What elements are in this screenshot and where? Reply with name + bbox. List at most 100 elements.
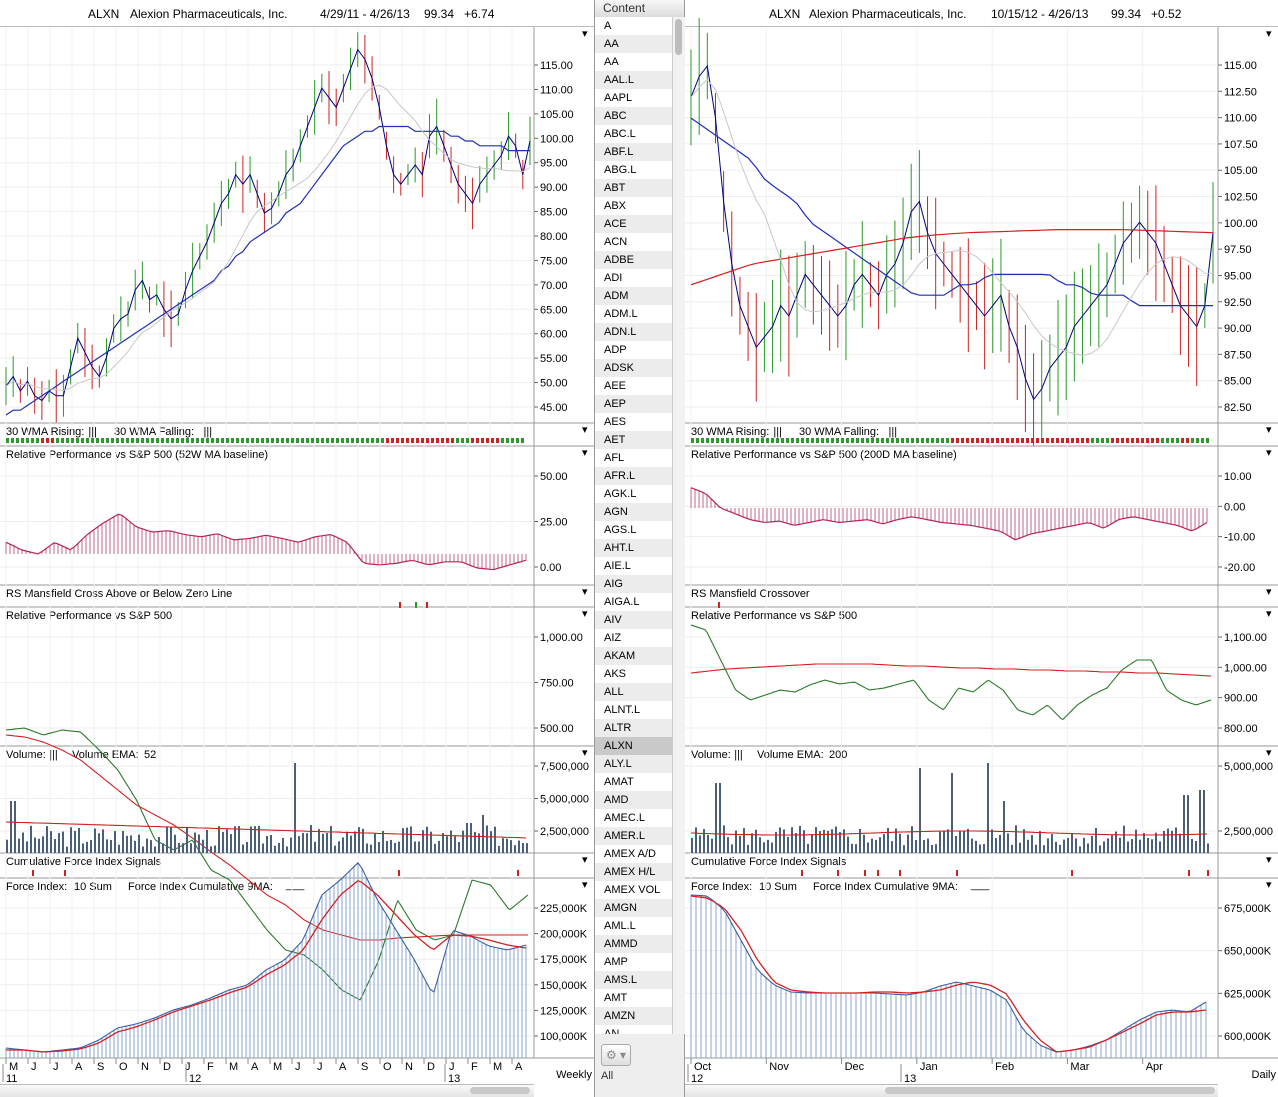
wma-status-bar bbox=[826, 438, 829, 443]
symbol-list-item[interactable]: ABC bbox=[595, 107, 672, 125]
daily-chart-header: ALXN Alexion Pharmaceuticals, Inc. 10/15… bbox=[685, 0, 1278, 27]
symbol-list-item[interactable]: AKS bbox=[595, 665, 672, 683]
symbol-list-item[interactable]: ADSK bbox=[595, 359, 672, 377]
symbol-list-item[interactable]: AEP bbox=[595, 395, 672, 413]
periodicity-label[interactable]: Weekly bbox=[556, 1069, 592, 1081]
symbol-list-item[interactable]: AML.L bbox=[595, 917, 672, 935]
symbol-list-item[interactable]: AAL.L bbox=[595, 71, 672, 89]
wma-status-bar bbox=[871, 438, 874, 443]
symbol-list-item[interactable]: ALNT.L bbox=[595, 701, 672, 719]
symbol-list-item[interactable]: ACN bbox=[595, 233, 672, 251]
symbol-list-item[interactable]: ADM bbox=[595, 287, 672, 305]
volume-bar bbox=[158, 837, 160, 853]
symbol-list-item[interactable]: AMZN bbox=[595, 1007, 672, 1025]
tick-label: 0.00 bbox=[1224, 501, 1245, 513]
symbol-list-item[interactable]: ABX bbox=[595, 197, 672, 215]
tick-label: 675,000K bbox=[1224, 903, 1272, 915]
wma-status-bar bbox=[201, 438, 204, 443]
content-list-header[interactable]: Content bbox=[595, 0, 684, 18]
wma-status-bar bbox=[241, 438, 244, 443]
symbol-list-item[interactable]: AGN bbox=[595, 503, 672, 521]
symbol-list-item[interactable]: AFL bbox=[595, 449, 672, 467]
symbol-list-item[interactable]: ALXN bbox=[595, 737, 672, 755]
symbol-list-item[interactable]: AMEC.L bbox=[595, 809, 672, 827]
symbol-list-item[interactable]: AN bbox=[595, 1025, 672, 1034]
symbol-list-item[interactable]: AEE bbox=[595, 377, 672, 395]
month-label: O bbox=[119, 1061, 128, 1073]
list-filter-all[interactable]: All bbox=[601, 1070, 614, 1082]
symbol-list-item[interactable]: ADN.L bbox=[595, 323, 672, 341]
symbol-list-item[interactable]: AMS.L bbox=[595, 971, 672, 989]
symbol-list-item[interactable]: ADBE bbox=[595, 251, 672, 269]
symbol-list-item[interactable]: AMEX A/D bbox=[595, 845, 672, 863]
symbol-list-item[interactable]: AMEX H/L bbox=[595, 863, 672, 881]
symbol-list-scrollbar[interactable] bbox=[672, 17, 685, 1034]
symbol-list-item[interactable]: AMGN bbox=[595, 899, 672, 917]
symbol-list-item[interactable]: AIE.L bbox=[595, 557, 672, 575]
symbol-list-item[interactable]: ABC.L bbox=[595, 125, 672, 143]
volume-bar bbox=[522, 842, 524, 853]
volume-bar bbox=[827, 830, 829, 853]
daily-chart-svg[interactable]: ▾ 115.00 112.50 110.00 107.50 105.00 102.50 100… bbox=[685, 0, 1278, 1097]
wma-status-bar bbox=[1126, 438, 1129, 443]
tick-label: 50.00 bbox=[540, 378, 568, 390]
scroll-thumb[interactable] bbox=[470, 1087, 530, 1094]
weekly-horizontal-scrollbar[interactable] bbox=[0, 1084, 534, 1097]
symbol-list-item[interactable]: AMAT bbox=[595, 773, 672, 791]
periodicity-label[interactable]: Daily bbox=[1251, 1069, 1276, 1081]
symbol-list-item[interactable]: AIG bbox=[595, 575, 672, 593]
symbol-list[interactable]: A AA AA AAL.L AAPL ABC ABC.L ABF.L ABG.L ABT ABX AC… bbox=[595, 17, 672, 1034]
tick-label: 55.00 bbox=[540, 353, 568, 365]
symbol-list-item[interactable]: AMD bbox=[595, 791, 672, 809]
wma-status-bar bbox=[716, 438, 719, 443]
symbol-list-item[interactable]: ACE bbox=[595, 215, 672, 233]
month-label: A bbox=[515, 1061, 523, 1073]
weekly-chart-svg[interactable]: ▾115.00110.00105.00100.0095.0090.0085.00… bbox=[0, 0, 594, 1097]
symbol-list-item[interactable]: AIGA.L bbox=[595, 593, 672, 611]
scroll-thumb[interactable] bbox=[675, 19, 682, 55]
symbol-list-item[interactable]: AES bbox=[595, 413, 672, 431]
symbol-list-item[interactable]: AFR.L bbox=[595, 467, 672, 485]
symbol-list-item[interactable]: ADI bbox=[595, 269, 672, 287]
symbol-list-item[interactable]: ALTR bbox=[595, 719, 672, 737]
symbol-list-item[interactable]: ADP bbox=[595, 341, 672, 359]
symbol-list-item[interactable]: A bbox=[595, 17, 672, 35]
gear-icon[interactable]: ⚙ ▾ bbox=[601, 1044, 631, 1066]
volume-bar bbox=[843, 829, 845, 853]
daily-horizontal-scrollbar[interactable] bbox=[685, 1084, 1218, 1097]
symbol-list-item[interactable]: AAPL bbox=[595, 89, 672, 107]
volume-bar bbox=[466, 823, 468, 853]
scroll-thumb[interactable] bbox=[885, 1087, 1215, 1094]
symbol-list-item[interactable]: AET bbox=[595, 431, 672, 449]
symbol-list-item[interactable]: AMMD bbox=[595, 935, 672, 953]
symbol-list-item[interactable]: AMER.L bbox=[595, 827, 672, 845]
wma-status-bar bbox=[1116, 438, 1119, 443]
volume-bar bbox=[410, 826, 412, 853]
symbol-list-item[interactable]: ABG.L bbox=[595, 161, 672, 179]
symbol-list-item[interactable]: AIZ bbox=[595, 629, 672, 647]
symbol-list-item[interactable]: AIV bbox=[595, 611, 672, 629]
wma-status-bar bbox=[1066, 438, 1069, 443]
wma-status-bar bbox=[306, 438, 309, 443]
symbol-list-item[interactable]: AMEX VOL bbox=[595, 881, 672, 899]
symbol-list-item[interactable]: ABF.L bbox=[595, 143, 672, 161]
symbol-list-item[interactable]: ALL bbox=[595, 683, 672, 701]
symbol-list-item[interactable]: AA bbox=[595, 35, 672, 53]
volume-bar bbox=[783, 829, 785, 853]
symbol-list-item[interactable]: ALY.L bbox=[595, 755, 672, 773]
symbol-list-item[interactable]: AHT.L bbox=[595, 539, 672, 557]
symbol-label: ALXN bbox=[769, 7, 801, 21]
volume-bar bbox=[1059, 844, 1061, 853]
symbol-list-item[interactable]: AMT bbox=[595, 989, 672, 1007]
symbol-list-item[interactable]: AGK.L bbox=[595, 485, 672, 503]
month-label: Oct bbox=[694, 1061, 711, 1073]
symbol-list-item[interactable]: AMP bbox=[595, 953, 672, 971]
wma-status-bar bbox=[816, 438, 819, 443]
symbol-list-item[interactable]: AKAM bbox=[595, 647, 672, 665]
symbol-list-item[interactable]: ABT bbox=[595, 179, 672, 197]
symbol-list-item[interactable]: AA bbox=[595, 53, 672, 71]
volume-bar bbox=[1031, 835, 1033, 853]
symbol-list-item[interactable]: AGS.L bbox=[595, 521, 672, 539]
symbol-list-item[interactable]: ADM.L bbox=[595, 305, 672, 323]
wma-status-bar bbox=[496, 438, 499, 443]
